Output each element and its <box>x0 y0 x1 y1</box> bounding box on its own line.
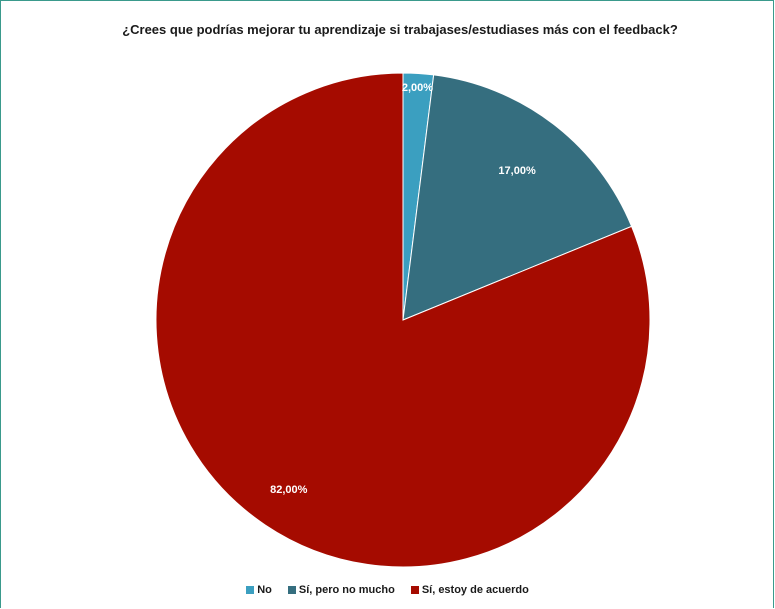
legend-label: Sí, estoy de acuerdo <box>421 584 529 596</box>
pie-data-label: 17,00% <box>498 165 536 177</box>
legend-item-si-estoy-de-acuerdo: Sí, estoy de acuerdo <box>410 584 529 596</box>
pie-data-label: 82,00% <box>270 484 308 496</box>
pie-data-labels: 2,00% 17,00% 82,00% <box>270 82 536 496</box>
legend-swatch <box>410 586 419 594</box>
legend-swatch <box>287 586 296 594</box>
legend-item-no: No <box>246 584 272 596</box>
pie-data-label: 2,00% <box>402 82 433 94</box>
pie-slice-3 <box>155 72 651 568</box>
legend-label: No <box>257 584 272 596</box>
legend: No Sí, pero no mucho Sí, estoy de acuerd… <box>0 584 775 596</box>
pie-slice-2 <box>402 74 633 321</box>
legend-label: Sí, pero no mucho <box>298 584 395 596</box>
legend-swatch <box>246 586 255 594</box>
pie-slices <box>155 72 651 568</box>
legend-item-si-pero-no-mucho: Sí, pero no mucho <box>287 584 395 596</box>
chart-title: ¿Crees que podrías mejorar tu aprendizaj… <box>122 22 678 37</box>
